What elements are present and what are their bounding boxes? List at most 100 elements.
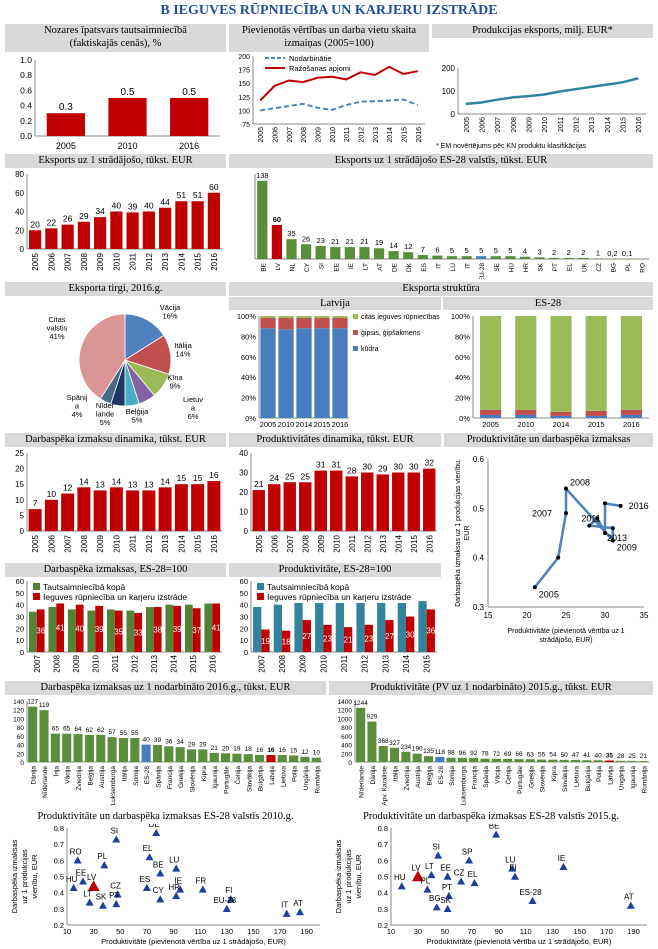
data-label: 50 <box>561 752 569 759</box>
x-tick-label: Igaunija <box>630 766 637 789</box>
x-tick-label: ES <box>421 262 428 271</box>
panel-labour-cost: Darbaspēka izmaksu dinamika, tūkst. EUR … <box>5 433 226 561</box>
bar <box>191 201 204 249</box>
data-label: 10 <box>313 750 321 757</box>
data-point <box>98 901 107 909</box>
data-label: 40 <box>112 201 122 211</box>
x-tick-label: 2011 <box>348 534 357 552</box>
x-tick-label: 2016 <box>210 252 219 270</box>
x-tick-label: Somija <box>449 766 456 786</box>
data-label: 10 <box>47 489 57 499</box>
x-tick-label: Kipra <box>201 766 208 782</box>
point-label: PT <box>442 883 452 892</box>
x-tick-label: Bulgārija <box>585 766 592 792</box>
data-label: 40 <box>75 624 84 633</box>
x-tick-label: 2010 <box>112 534 121 552</box>
x-tick-label: Luksemburga <box>110 766 117 806</box>
data-point <box>226 895 235 903</box>
data-point <box>156 869 165 877</box>
x-tick-label: 2013 <box>379 534 388 552</box>
x-tick-label: 2015 <box>194 534 203 552</box>
bar <box>273 604 282 652</box>
bar <box>159 207 172 249</box>
data-label: 135 <box>423 748 434 755</box>
chart-title: Produktivitātes dinamika, tūkst. EUR <box>229 433 441 447</box>
bar <box>397 598 406 652</box>
panel-productivity-idx: Produktivitāte, ES-28=100 0 10 20 30 40 50 60 1… <box>229 563 441 678</box>
x-tick-label: 2011 <box>129 534 138 552</box>
bar <box>126 212 139 249</box>
chart-share: 0.0 0.2 0.4 0.6 0.8 1.0 0.3 2005 0.5 2010 0.5 2016 <box>20 55 220 151</box>
stack-segment <box>332 316 348 319</box>
bar <box>277 755 287 762</box>
data-label: 60 <box>209 182 219 192</box>
bar <box>417 255 428 259</box>
y-tick-label: 200 <box>238 54 250 61</box>
y-axis-title: Darbaspēka izmaksas uz 1 produkcijas vie… <box>455 459 462 607</box>
data-label: 30 <box>406 630 415 639</box>
panel-share: Nozares īpatsvars tautsaimniecībā (faktis… <box>5 24 226 152</box>
bar <box>253 607 262 652</box>
chart-scatter-2015: 10 30 50 70 90 110 130 150 170 190 0.2 0.3 0.4 0.5 0.6… <box>334 824 647 946</box>
x-tick-label: Somija <box>133 766 140 786</box>
bar <box>286 239 297 259</box>
page-title: B IEGUVES RŪPNIECĪBA UN KARJERU IZSTRĀDE <box>160 3 498 18</box>
x-tick-label: 2010 <box>517 420 534 429</box>
bar <box>84 734 94 762</box>
x-tick-label: 30 <box>601 611 610 620</box>
data-label: 41 <box>583 752 591 759</box>
y-tick-label: 0.3 <box>54 905 64 914</box>
bar <box>582 760 592 762</box>
data-label: 28 <box>347 465 357 475</box>
chart-title: Eksports uz 1 strādājošo, tūkst. EUR <box>5 154 226 168</box>
stack-segment <box>260 328 276 418</box>
x-tick-label: 2016 <box>623 420 640 429</box>
y-tick-label: 800 <box>341 725 352 732</box>
bar <box>191 484 205 531</box>
bar <box>578 257 589 259</box>
data-point <box>564 486 568 491</box>
y-tick-label: 100% <box>451 312 471 321</box>
x-tick-label: Rumānija <box>314 766 321 794</box>
panel-exports-eu28: Eksports uz 1 strādājošo ES-28 valstīs, … <box>229 154 653 279</box>
stack-segment <box>515 409 537 415</box>
x-tick-label: 2010 <box>278 420 295 429</box>
point-label: RO <box>70 847 82 856</box>
bar <box>170 98 209 136</box>
bar <box>300 756 310 762</box>
point-label: CY <box>153 886 165 895</box>
data-point <box>73 856 82 864</box>
data-label: 16 <box>209 470 219 480</box>
data-label: 62 <box>97 727 105 734</box>
data-label: 16 <box>279 747 287 754</box>
data-label: 60 <box>273 215 281 224</box>
panel-exports-per-worker: Eksports uz 1 strādājošo, tūkst. EUR 0 20… <box>5 154 226 279</box>
y-tick-label: 10 <box>15 496 24 505</box>
bar <box>62 733 72 762</box>
data-label: 21 <box>344 636 353 645</box>
x-tick-label: SK <box>538 262 545 271</box>
data-label: 13 <box>144 479 154 489</box>
x-tick-label: 2013 <box>381 654 390 672</box>
x-tick-label: 2006 <box>273 127 280 143</box>
data-label: 5 <box>479 246 483 255</box>
x-tick-label: 2006 <box>270 534 279 552</box>
bar <box>302 620 311 652</box>
bar <box>367 721 377 762</box>
bar <box>152 745 163 762</box>
y-axis-title: uz 1 produkcijas <box>344 849 353 903</box>
data-label: 38 <box>153 626 162 635</box>
y-tick-label: 50 <box>16 589 24 598</box>
x-tick-label: 2013 <box>161 534 170 552</box>
panel-productivity-eu: Produktivitāte (PV uz 1 nodarbināto) 201… <box>329 681 653 806</box>
data-point <box>176 885 185 893</box>
bar <box>476 256 487 259</box>
bar <box>378 745 388 762</box>
data-label: 234 <box>400 744 411 751</box>
stack-segment <box>550 411 572 416</box>
chart-scatter-2010: 10 30 50 70 90 110 130 150 170 190 0.2 0.3 0.4 0.5 0.6… <box>10 824 320 946</box>
x-tick-label: Latvija <box>607 766 614 785</box>
legend-label: Ieguves rūpniecība un karjeru izstrāde <box>43 592 187 602</box>
data-label: 190 <box>412 746 423 753</box>
x-tick-label: Itālija <box>393 766 400 782</box>
